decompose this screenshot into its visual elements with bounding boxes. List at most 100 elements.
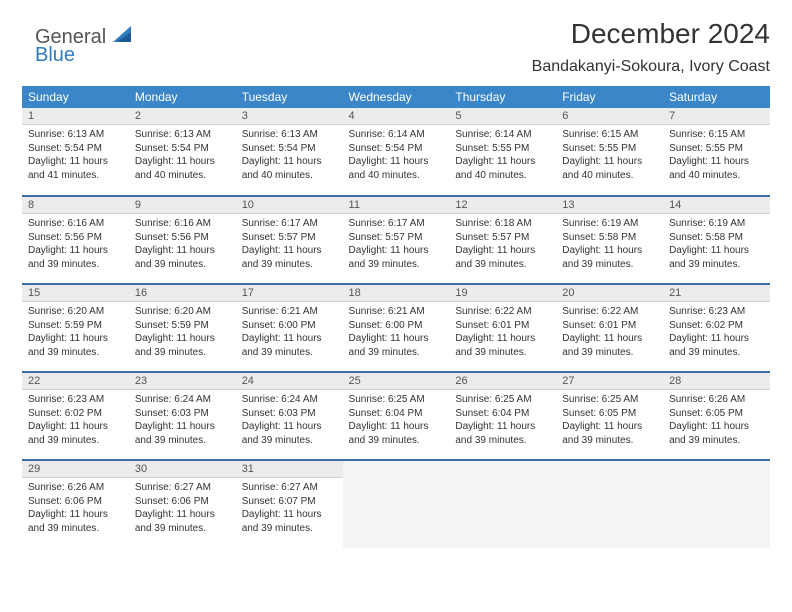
sunset-text: Sunset: 5:59 PM [135,319,230,333]
sunrise-text: Sunrise: 6:17 AM [349,217,444,231]
day-number: 20 [556,285,663,302]
sunset-text: Sunset: 5:54 PM [28,142,123,156]
daylight-text: Daylight: 11 hours and 39 minutes. [562,244,657,271]
day-body: Sunrise: 6:15 AMSunset: 5:55 PMDaylight:… [556,125,663,186]
day-body: Sunrise: 6:16 AMSunset: 5:56 PMDaylight:… [129,214,236,275]
day-cell [556,460,663,548]
sunrise-text: Sunrise: 6:15 AM [669,128,764,142]
daylight-text: Daylight: 11 hours and 39 minutes. [455,420,550,447]
day-body: Sunrise: 6:13 AMSunset: 5:54 PMDaylight:… [129,125,236,186]
day-cell: 30Sunrise: 6:27 AMSunset: 6:06 PMDayligh… [129,460,236,548]
sunset-text: Sunset: 6:04 PM [349,407,444,421]
day-body: Sunrise: 6:20 AMSunset: 5:59 PMDaylight:… [129,302,236,363]
daylight-text: Daylight: 11 hours and 39 minutes. [135,508,230,535]
day-number: 13 [556,197,663,214]
day-body: Sunrise: 6:16 AMSunset: 5:56 PMDaylight:… [22,214,129,275]
day-cell: 27Sunrise: 6:25 AMSunset: 6:05 PMDayligh… [556,372,663,460]
day-number: 15 [22,285,129,302]
day-cell: 18Sunrise: 6:21 AMSunset: 6:00 PMDayligh… [343,284,450,372]
sunset-text: Sunset: 5:56 PM [28,231,123,245]
day-cell: 11Sunrise: 6:17 AMSunset: 5:57 PMDayligh… [343,196,450,284]
day-body: Sunrise: 6:14 AMSunset: 5:55 PMDaylight:… [449,125,556,186]
col-wednesday: Wednesday [343,86,450,108]
day-cell: 25Sunrise: 6:25 AMSunset: 6:04 PMDayligh… [343,372,450,460]
daylight-text: Daylight: 11 hours and 39 minutes. [562,332,657,359]
daylight-text: Daylight: 11 hours and 39 minutes. [28,420,123,447]
day-body: Sunrise: 6:21 AMSunset: 6:00 PMDaylight:… [343,302,450,363]
sunrise-text: Sunrise: 6:19 AM [669,217,764,231]
day-number: 8 [22,197,129,214]
day-body: Sunrise: 6:22 AMSunset: 6:01 PMDaylight:… [449,302,556,363]
sunset-text: Sunset: 6:06 PM [135,495,230,509]
day-body: Sunrise: 6:13 AMSunset: 5:54 PMDaylight:… [22,125,129,186]
day-cell: 10Sunrise: 6:17 AMSunset: 5:57 PMDayligh… [236,196,343,284]
day-cell: 23Sunrise: 6:24 AMSunset: 6:03 PMDayligh… [129,372,236,460]
sunrise-text: Sunrise: 6:24 AM [242,393,337,407]
day-header-row: Sunday Monday Tuesday Wednesday Thursday… [22,86,770,108]
daylight-text: Daylight: 11 hours and 39 minutes. [669,420,764,447]
day-cell: 19Sunrise: 6:22 AMSunset: 6:01 PMDayligh… [449,284,556,372]
day-cell: 16Sunrise: 6:20 AMSunset: 5:59 PMDayligh… [129,284,236,372]
day-body: Sunrise: 6:18 AMSunset: 5:57 PMDaylight:… [449,214,556,275]
day-body: Sunrise: 6:27 AMSunset: 6:07 PMDaylight:… [236,478,343,539]
sunset-text: Sunset: 6:06 PM [28,495,123,509]
sunset-text: Sunset: 6:05 PM [562,407,657,421]
day-cell: 20Sunrise: 6:22 AMSunset: 6:01 PMDayligh… [556,284,663,372]
logo-sail-icon [113,26,135,49]
week-row: 8Sunrise: 6:16 AMSunset: 5:56 PMDaylight… [22,196,770,284]
day-cell: 13Sunrise: 6:19 AMSunset: 5:58 PMDayligh… [556,196,663,284]
day-number: 6 [556,108,663,125]
day-body: Sunrise: 6:21 AMSunset: 6:00 PMDaylight:… [236,302,343,363]
daylight-text: Daylight: 11 hours and 39 minutes. [242,244,337,271]
sunrise-text: Sunrise: 6:20 AM [135,305,230,319]
day-cell: 28Sunrise: 6:26 AMSunset: 6:05 PMDayligh… [663,372,770,460]
day-body: Sunrise: 6:23 AMSunset: 6:02 PMDaylight:… [663,302,770,363]
daylight-text: Daylight: 11 hours and 40 minutes. [242,155,337,182]
sunset-text: Sunset: 5:58 PM [669,231,764,245]
daylight-text: Daylight: 11 hours and 39 minutes. [349,244,444,271]
sunset-text: Sunset: 6:00 PM [242,319,337,333]
sunrise-text: Sunrise: 6:27 AM [242,481,337,495]
day-cell: 2Sunrise: 6:13 AMSunset: 5:54 PMDaylight… [129,108,236,196]
week-row: 15Sunrise: 6:20 AMSunset: 5:59 PMDayligh… [22,284,770,372]
day-cell: 24Sunrise: 6:24 AMSunset: 6:03 PMDayligh… [236,372,343,460]
day-cell [449,460,556,548]
daylight-text: Daylight: 11 hours and 39 minutes. [135,420,230,447]
day-number: 5 [449,108,556,125]
sunset-text: Sunset: 5:57 PM [242,231,337,245]
sunrise-text: Sunrise: 6:24 AM [135,393,230,407]
sunrise-text: Sunrise: 6:16 AM [28,217,123,231]
daylight-text: Daylight: 11 hours and 39 minutes. [455,332,550,359]
day-cell: 5Sunrise: 6:14 AMSunset: 5:55 PMDaylight… [449,108,556,196]
day-number: 17 [236,285,343,302]
day-cell [663,460,770,548]
sunset-text: Sunset: 5:55 PM [669,142,764,156]
sunrise-text: Sunrise: 6:27 AM [135,481,230,495]
day-body: Sunrise: 6:27 AMSunset: 6:06 PMDaylight:… [129,478,236,539]
day-body: Sunrise: 6:22 AMSunset: 6:01 PMDaylight:… [556,302,663,363]
sunset-text: Sunset: 5:57 PM [349,231,444,245]
sunset-text: Sunset: 6:07 PM [242,495,337,509]
day-body: Sunrise: 6:24 AMSunset: 6:03 PMDaylight:… [236,390,343,451]
sunrise-text: Sunrise: 6:26 AM [669,393,764,407]
day-number: 31 [236,461,343,478]
day-body: Sunrise: 6:25 AMSunset: 6:04 PMDaylight:… [343,390,450,451]
day-number: 14 [663,197,770,214]
sunset-text: Sunset: 5:56 PM [135,231,230,245]
day-number: 2 [129,108,236,125]
col-friday: Friday [556,86,663,108]
sunrise-text: Sunrise: 6:13 AM [28,128,123,142]
week-row: 1Sunrise: 6:13 AMSunset: 5:54 PMDaylight… [22,108,770,196]
calendar-table: Sunday Monday Tuesday Wednesday Thursday… [22,86,770,548]
sunset-text: Sunset: 6:04 PM [455,407,550,421]
day-body: Sunrise: 6:15 AMSunset: 5:55 PMDaylight:… [663,125,770,186]
daylight-text: Daylight: 11 hours and 39 minutes. [455,244,550,271]
sunrise-text: Sunrise: 6:25 AM [455,393,550,407]
sunrise-text: Sunrise: 6:23 AM [28,393,123,407]
day-number: 27 [556,373,663,390]
col-monday: Monday [129,86,236,108]
day-body: Sunrise: 6:20 AMSunset: 5:59 PMDaylight:… [22,302,129,363]
day-number: 9 [129,197,236,214]
sunset-text: Sunset: 5:55 PM [455,142,550,156]
sunrise-text: Sunrise: 6:13 AM [135,128,230,142]
